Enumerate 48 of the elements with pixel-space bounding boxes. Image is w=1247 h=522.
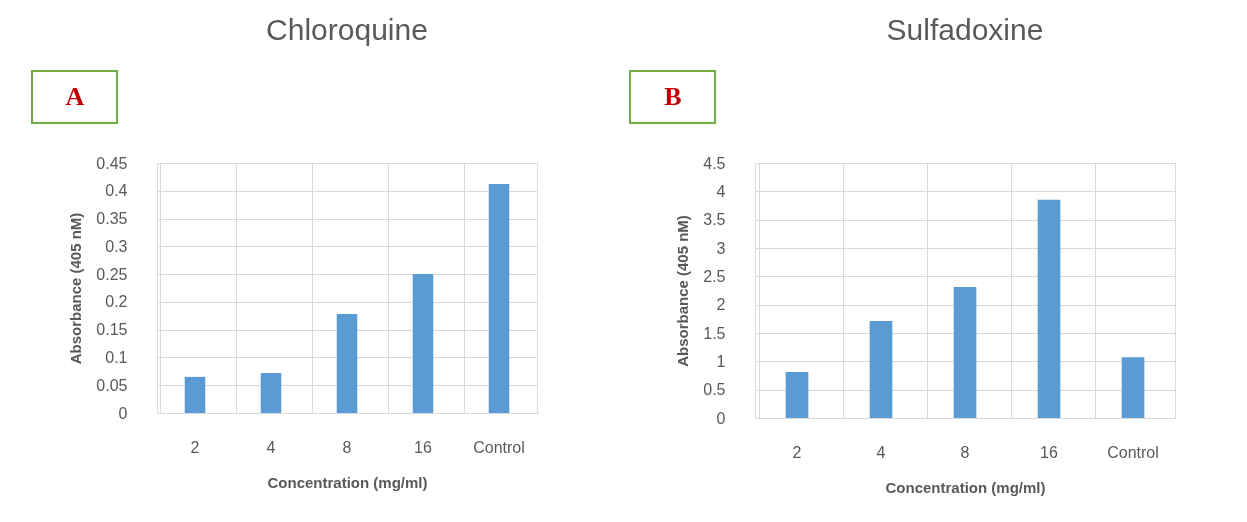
y-tick-label: 0.4 (105, 182, 128, 200)
bar (869, 321, 893, 418)
y-tick-label: 0.05 (96, 376, 128, 394)
x-tick-label: 8 (960, 443, 970, 461)
x-tick-label: 16 (414, 438, 432, 456)
x-tick-label: 2 (792, 443, 802, 461)
x-tick-label: 16 (1040, 443, 1058, 461)
y-tick-label: 3 (716, 239, 726, 257)
y-tick-label: 0.3 (105, 237, 128, 255)
x-tick-label: 8 (342, 438, 352, 456)
y-axis-title: Absorbance (405 nM) (67, 212, 85, 365)
bar (260, 373, 282, 413)
y-tick-label: 0.45 (96, 154, 128, 172)
text: A (65, 82, 85, 111)
y-tick-label: 2 (716, 296, 726, 314)
chart-title: Chloroquine (266, 13, 428, 46)
bar (412, 274, 434, 413)
bar (785, 372, 809, 418)
x-tick-label: Control (1107, 443, 1159, 461)
y-tick-label: 0 (716, 409, 726, 427)
bar (1037, 199, 1061, 418)
y-tick-label: 3.5 (703, 211, 726, 229)
y-tick-label: 0.15 (96, 321, 128, 339)
y-tick-label: 0.35 (96, 210, 128, 228)
bar (336, 314, 358, 413)
x-tick-label: 2 (190, 438, 200, 456)
y-tick-label: 2.5 (703, 267, 726, 285)
y-tick-label: 4 (716, 182, 726, 200)
x-tick-label: Control (473, 438, 525, 456)
y-tick-label: 0.5 (703, 381, 726, 399)
x-tick-label: 4 (876, 443, 886, 461)
x-axis-title: Concentration (mg/ml) (267, 473, 428, 491)
y-tick-label: 0 (118, 404, 128, 422)
x-axis-title: Concentration (mg/ml) (885, 478, 1046, 496)
y-tick-label: 1.5 (703, 324, 726, 342)
x-tick-label: 4 (266, 438, 276, 456)
y-tick-label: 1 (716, 352, 726, 370)
y-tick-label: 4.5 (703, 154, 726, 172)
bar (1121, 357, 1145, 418)
bar (184, 376, 206, 413)
text: B (664, 82, 682, 111)
bar (953, 287, 977, 418)
y-axis-title: Absorbance (405 nM) (674, 215, 692, 367)
y-tick-label: 0.2 (105, 293, 128, 311)
y-tick-label: 0.1 (105, 348, 128, 366)
bar (488, 184, 510, 413)
chart-title: Sulfadoxine (886, 13, 1044, 46)
y-tick-label: 0.25 (96, 265, 128, 283)
